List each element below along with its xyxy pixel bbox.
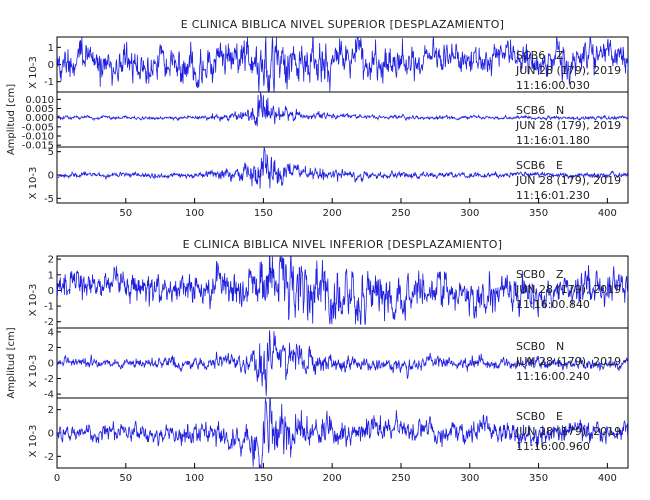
- y-tick-label: -2: [44, 374, 54, 385]
- channel-z: 2 1 0 -1 -2 X 10-3 SCB0 Z JUN 28 (179), 2019 11:1…: [28, 255, 629, 329]
- x-tick-label: 150: [254, 208, 273, 219]
- y-tick-label: -1: [44, 77, 54, 88]
- scale-label: X 10-3: [28, 284, 39, 317]
- y-axis-label: Amplitud [cm]: [6, 327, 17, 398]
- waveform-line: [56, 256, 629, 325]
- channel-station: SCB6: [516, 49, 545, 62]
- channel-station: SCB6: [516, 104, 545, 117]
- channel-component: E: [556, 410, 563, 423]
- y-tick-label: -4: [44, 390, 54, 401]
- channel-date: JUN 28 (179), 2019: [515, 174, 621, 187]
- waveform-line: [56, 36, 629, 92]
- channel-component: Z: [556, 49, 564, 62]
- channel-component: E: [556, 159, 563, 172]
- x-tick-label: 100: [185, 473, 204, 484]
- y-tick-label: -5: [44, 194, 54, 205]
- channel-time: 11:16:00.960: [516, 440, 590, 453]
- channel-date: JUN 28 (179), 2019: [515, 425, 621, 438]
- y-tick-label: 2: [48, 343, 54, 354]
- channel-date: JUN 28 (179), 2019: [515, 64, 621, 77]
- waveform-line: [56, 398, 629, 468]
- channel-time: 11:16:00.240: [516, 370, 590, 383]
- channel-station: SCB0: [516, 268, 545, 281]
- y-tick-label: -0.005: [22, 122, 54, 133]
- y-tick-label: 0: [48, 60, 54, 71]
- scale-label: X 10-3: [28, 425, 39, 458]
- panel-superior: E CLINICA BIBLICA NIVEL SUPERIOR [DESPLA…: [6, 18, 629, 219]
- y-tick-label: 2: [48, 405, 54, 416]
- y-tick-label: -1: [44, 302, 54, 313]
- y-tick-label: 0: [48, 286, 54, 297]
- panel-inferior: E CLINICA BIBLICA NIVEL INFERIOR [DESPLA…: [6, 238, 629, 484]
- x-tick-label: 400: [598, 208, 617, 219]
- x-tick-label: 200: [323, 473, 342, 484]
- channel-date: JUN 28 (179), 2019: [515, 355, 621, 368]
- x-tick-label: 0: [54, 473, 60, 484]
- x-tick-label: 300: [460, 473, 479, 484]
- channel-component: N: [556, 340, 564, 353]
- channel-station: SCB6: [516, 159, 545, 172]
- x-tick-label: 400: [598, 473, 617, 484]
- x-tick-label: 250: [391, 473, 410, 484]
- y-tick-label: 5: [48, 147, 54, 158]
- channel-date: JUN 28 (179), 2019: [515, 119, 621, 132]
- y-tick-label: 0: [48, 171, 54, 182]
- y-axis-label: Amplitud [cm]: [6, 84, 17, 155]
- x-tick-label: 50: [119, 208, 132, 219]
- x-tick-label: 350: [529, 473, 548, 484]
- y-tick-label: 0: [48, 359, 54, 370]
- y-tick-label: -2: [44, 317, 54, 328]
- panel-title: E CLINICA BIBLICA NIVEL INFERIOR [DESPLA…: [183, 238, 503, 251]
- channel-time: 11:16:01.230: [516, 189, 590, 202]
- channel-component: Z: [556, 268, 564, 281]
- x-tick-label: 300: [460, 208, 479, 219]
- x-tick-label: 200: [323, 208, 342, 219]
- x-tick-label: 350: [529, 208, 548, 219]
- scale-label: X 10-3: [28, 56, 39, 89]
- x-tick-label: 150: [254, 473, 273, 484]
- channel-time: 11:16:00.840: [516, 298, 590, 311]
- y-tick-label: 2: [48, 255, 54, 266]
- y-tick-label: -0.015: [22, 141, 54, 152]
- channel-n: 4 2 0 -2 -4 X 10-3 SCB0 N JUN 28 (179), 2019 11:1…: [28, 327, 629, 401]
- channel-e: 5 0 -5 X 10-3 SCB6 E JUN 28 (179), 2019 11:16:0…: [28, 146, 629, 205]
- waveform-line: [56, 92, 629, 127]
- y-tick-label: 0.000: [25, 113, 54, 124]
- y-tick-label: 0: [48, 429, 54, 440]
- channel-z: -1 0 1 X 10-3 SCB6 Z JUN 28 (179), 2019 11:16:0…: [28, 36, 629, 93]
- scale-label: X 10-3: [28, 355, 39, 388]
- channel-date: JUN 28 (179), 2019: [515, 283, 621, 296]
- scale-label: X 10-3: [28, 167, 39, 200]
- waveform-line: [56, 330, 629, 396]
- y-tick-label: -0.010: [22, 132, 54, 143]
- x-tick-label: 50: [119, 473, 132, 484]
- channel-time: 11:16:00.030: [516, 79, 590, 92]
- channel-station: SCB0: [516, 340, 545, 353]
- y-tick-label: 4: [48, 327, 54, 338]
- waveform-line: [56, 147, 629, 189]
- x-tick-label: 250: [391, 208, 410, 219]
- y-tick-label: -2: [44, 452, 54, 463]
- y-tick-label: 1: [48, 270, 54, 281]
- x-tick-label: 100: [185, 208, 204, 219]
- channel-time: 11:16:01.180: [516, 134, 590, 147]
- y-tick-label: 0.005: [25, 104, 54, 115]
- y-tick-label: 0.010: [25, 95, 54, 106]
- channel-component: N: [556, 104, 564, 117]
- channel-e: 2 0 -2 X 10-3 SCB0 E JUN 28 (179), 2019 11:16:0…: [28, 397, 629, 469]
- y-tick-label: 1: [48, 43, 54, 54]
- channel-station: SCB0: [516, 410, 545, 423]
- panel-title: E CLINICA BIBLICA NIVEL SUPERIOR [DESPLA…: [181, 18, 505, 31]
